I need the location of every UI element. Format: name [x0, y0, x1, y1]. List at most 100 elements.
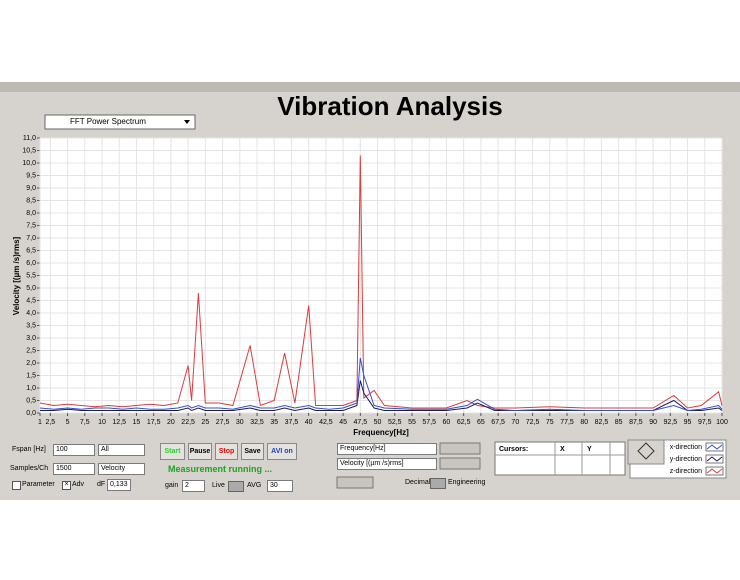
x-tick-label: 60 [443, 419, 451, 426]
y-tick-label: 0,0 [26, 410, 36, 417]
y-tick-label: 4,0 [26, 310, 36, 317]
format-toggle[interactable] [430, 478, 446, 489]
y-tick-label: 3,5 [26, 322, 36, 329]
x-tick-label: 95 [684, 419, 692, 426]
x-tick-label: 87,5 [629, 419, 643, 426]
y-tick-label: 5,5 [26, 272, 36, 279]
checkbox[interactable]: × [62, 481, 71, 490]
label: Samples/Ch [10, 465, 49, 472]
y-tick-label: 1,0 [26, 385, 36, 392]
legend-line [706, 468, 723, 474]
samples-input[interactable]: 1500 [53, 463, 95, 475]
x-tick-label: 92,5 [664, 419, 678, 426]
y-tick-label: 10,5 [22, 147, 36, 154]
y-tick-label: 5,0 [26, 285, 36, 292]
x-tick-label: 5 [66, 419, 70, 426]
x-tick-label: 72,5 [526, 419, 540, 426]
x-tick-label: 12,5 [112, 419, 126, 426]
format-icons[interactable] [439, 442, 481, 455]
x-tick-label: 40 [305, 419, 313, 426]
avg-input[interactable]: 30 [267, 480, 293, 492]
label: Parameter [22, 481, 55, 488]
x-tick-label: 52,5 [388, 419, 402, 426]
view-select-text: FFT Power Spectrum [70, 117, 146, 126]
x-tick-label: 30 [236, 419, 244, 426]
legend-line [706, 444, 723, 450]
y-tick-label: 11,0 [23, 135, 36, 142]
y-tick-label: 3,0 [26, 335, 36, 342]
y-tick-label: 2,5 [26, 347, 36, 354]
x-tick-label: 47,5 [354, 419, 368, 426]
y-tick-label: 4,5 [26, 297, 36, 304]
format-icons[interactable] [439, 457, 481, 470]
x-axis-label: Frequency[Hz] [353, 428, 409, 437]
x-tick-label: 25 [201, 419, 209, 426]
x-tick-label: 85 [615, 419, 623, 426]
x-tick-label: 62,5 [457, 419, 471, 426]
x-tick-label: 82,5 [595, 419, 609, 426]
avi-button[interactable]: AVI on [267, 443, 297, 460]
x-tick-label: 57,5 [422, 419, 436, 426]
series-line [39, 155, 723, 409]
y-tick-label: 2,0 [26, 360, 36, 367]
label: AVG [247, 482, 262, 489]
x-tick-label: 42,5 [319, 419, 333, 426]
save-button[interactable]: Save [241, 443, 264, 460]
y-tick-label: 8,5 [26, 197, 36, 204]
cursor-table [494, 441, 626, 476]
tool-icons[interactable] [336, 476, 374, 489]
x-tick-label: 65 [477, 419, 485, 426]
y-tick-label: 9,5 [26, 172, 36, 179]
quantity-select[interactable]: Velocity [98, 463, 145, 475]
cursor-header: Cursors: [499, 446, 528, 453]
gain-select[interactable]: 2 [182, 480, 205, 492]
x-tick-label: 67,5 [491, 419, 505, 426]
x-tick-label: 7,5 [80, 419, 90, 426]
x-tick-label: 75 [546, 419, 554, 426]
y-unit[interactable]: Velocity [(µm /s)rms] [337, 458, 437, 470]
y-tick-label: 7,5 [26, 222, 36, 229]
x-tick-label: 45 [339, 419, 347, 426]
label: Engineering [448, 479, 486, 486]
x-tick-label: 80 [580, 419, 588, 426]
x-tick-label: 22,5 [181, 419, 195, 426]
x-tick-label: 90 [649, 419, 657, 426]
x-tick-label: 15 [133, 419, 141, 426]
label: Decimal [405, 479, 431, 486]
x-tick-label: 37,5 [285, 419, 299, 426]
label: Fspan [Hz] [12, 446, 46, 453]
stop-button[interactable]: Stop [215, 443, 238, 460]
title: Vibration Analysis [277, 91, 502, 121]
checkbox[interactable] [12, 481, 21, 490]
series-line [39, 357, 723, 412]
x-tick-label: 2,5 [45, 419, 55, 426]
start-button[interactable]: Start [160, 443, 185, 460]
df-display: 0,133 [107, 479, 131, 491]
legend-label: y-direction [670, 456, 702, 463]
channel-select[interactable]: All [98, 444, 145, 456]
y-tick-label: 7,0 [26, 235, 36, 242]
live-toggle[interactable] [228, 481, 244, 492]
status: Measurement running ... [168, 464, 273, 474]
x-unit[interactable]: Frequency[Hz] [337, 443, 437, 455]
x-tick-label: 100 [716, 419, 728, 426]
cursor-header: Y [587, 446, 592, 453]
y-tick-label: 6,0 [26, 260, 36, 267]
legend-label: x-direction [670, 444, 702, 451]
x-tick-label: 35 [270, 419, 278, 426]
x-tick-label: 1 [38, 419, 42, 426]
fspan-input[interactable]: 100 [53, 444, 95, 456]
legend-line [706, 456, 723, 462]
x-tick-label: 10 [98, 419, 106, 426]
pause-button[interactable]: Pause [188, 443, 212, 460]
y-tick-label: 1,5 [26, 372, 36, 379]
view-select[interactable] [44, 114, 196, 130]
x-tick-label: 70 [511, 419, 519, 426]
nav-pad[interactable] [627, 439, 665, 465]
y-axis-label: Velocity [(µm /s)rms] [12, 236, 21, 315]
x-tick-label: 55 [408, 419, 416, 426]
dropdown-arrow [184, 120, 190, 124]
x-tick-label: 17,5 [147, 419, 161, 426]
